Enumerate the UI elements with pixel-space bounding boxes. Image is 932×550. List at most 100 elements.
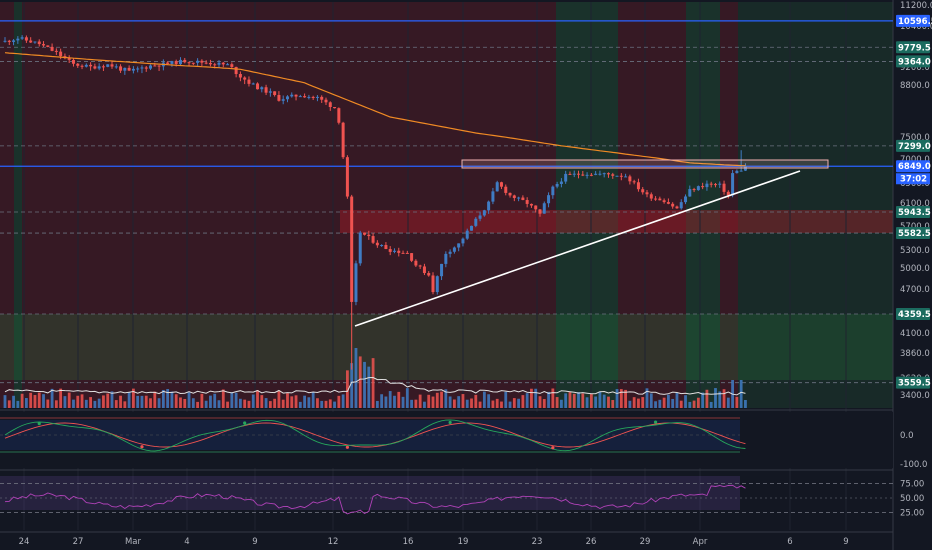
volume-bar	[346, 370, 349, 408]
candle-body	[281, 99, 285, 101]
date-tick-label: Apr	[693, 537, 708, 547]
volume-bar	[418, 394, 422, 408]
volume-bar	[726, 397, 730, 408]
volume-bar	[744, 399, 747, 408]
candle-body	[196, 60, 200, 63]
volume-bar	[76, 395, 80, 408]
price-tick-label: 5300.0	[900, 246, 930, 256]
candle-body	[221, 62, 225, 65]
volume-bar	[577, 392, 580, 408]
volume-bar	[448, 396, 452, 408]
volume-bar	[170, 391, 174, 408]
candle-body	[564, 173, 568, 182]
price-level-badge	[896, 307, 930, 320]
candle-body	[568, 173, 572, 175]
candle-body	[470, 225, 474, 231]
price-level-label: 7299.0	[898, 142, 931, 152]
candle-body	[294, 94, 298, 97]
candle-body	[320, 96, 324, 100]
oscillator-cross-dot	[448, 420, 452, 425]
candle-body	[97, 66, 101, 69]
candle-body	[482, 210, 486, 216]
volume-bar	[316, 398, 319, 408]
candle-body	[529, 203, 533, 206]
volume-bar	[93, 400, 97, 408]
candle-body	[333, 107, 337, 109]
date-tick-label: 6	[787, 537, 792, 547]
volume-bar	[500, 401, 503, 408]
date-tick-label: 26	[586, 537, 597, 547]
volume-bar	[478, 401, 482, 408]
candle-body	[701, 186, 705, 188]
volume-bar	[217, 400, 221, 408]
candle-body	[157, 65, 161, 67]
volume-bar	[453, 399, 456, 408]
volume-bar	[658, 399, 662, 408]
candle-body	[136, 68, 140, 70]
candle-body	[277, 95, 281, 101]
candle-body	[521, 197, 525, 201]
candle-body	[71, 59, 75, 64]
candle-body	[110, 64, 114, 67]
price-level-badge	[896, 227, 930, 240]
candle-body	[298, 96, 302, 98]
volume-bar	[457, 396, 461, 408]
price-level-label: 10596.5	[898, 17, 932, 27]
price-tick-label: 9200.0	[900, 63, 930, 73]
candle-body	[268, 91, 272, 93]
candle-body	[679, 202, 683, 209]
candle-body	[200, 60, 204, 63]
volume-bar	[645, 388, 649, 408]
price-level-badge	[896, 41, 930, 54]
candle-body	[367, 234, 371, 237]
candle-body	[375, 242, 379, 246]
volume-bar	[628, 400, 632, 408]
volume-bar	[273, 398, 277, 408]
date-tick-label: 16	[403, 537, 414, 547]
candle-body	[230, 64, 234, 67]
candle-body	[67, 58, 71, 60]
volume-bar	[388, 391, 392, 408]
candle-body	[354, 263, 358, 302]
volume-bar	[200, 393, 204, 408]
oscillator-cross-dot	[345, 445, 349, 449]
volume-bar	[84, 399, 88, 408]
volume-bar	[106, 393, 110, 408]
volume-bar	[29, 392, 33, 408]
volume-bar	[568, 392, 572, 408]
volume-bar	[303, 395, 306, 408]
volume-bar	[465, 399, 469, 408]
candle-body	[37, 41, 41, 45]
volume-bar	[401, 396, 405, 408]
candle-body	[517, 197, 521, 199]
candle-body	[337, 108, 341, 123]
price-tick-label: 5700.0	[900, 222, 930, 232]
volume-bar	[268, 401, 272, 408]
date-tick-label: 27	[73, 537, 84, 547]
volume-bar	[461, 394, 465, 408]
candle-body	[328, 102, 332, 108]
volume-bar	[243, 399, 247, 408]
candle-body	[431, 275, 435, 293]
volume-bar	[307, 397, 311, 408]
volume-bar	[615, 389, 619, 408]
volume-bar	[393, 395, 396, 408]
volume-bar	[251, 394, 255, 408]
date-tick-label: 19	[458, 537, 469, 547]
volume-bar	[375, 400, 379, 408]
volume-bar	[311, 391, 315, 408]
price-tick-label: 6100.0	[900, 199, 930, 209]
volume-bar	[555, 397, 559, 408]
candle-body	[718, 183, 722, 185]
session-zone	[556, 2, 618, 408]
candle-body	[666, 202, 670, 204]
candle-body	[414, 260, 418, 266]
session-zone	[0, 2, 14, 408]
volume-bar	[423, 401, 426, 408]
candle-body	[628, 176, 632, 182]
volume-bar	[46, 399, 50, 408]
candle-body	[303, 96, 307, 98]
candle-body	[178, 59, 182, 65]
candle-body	[33, 41, 37, 43]
